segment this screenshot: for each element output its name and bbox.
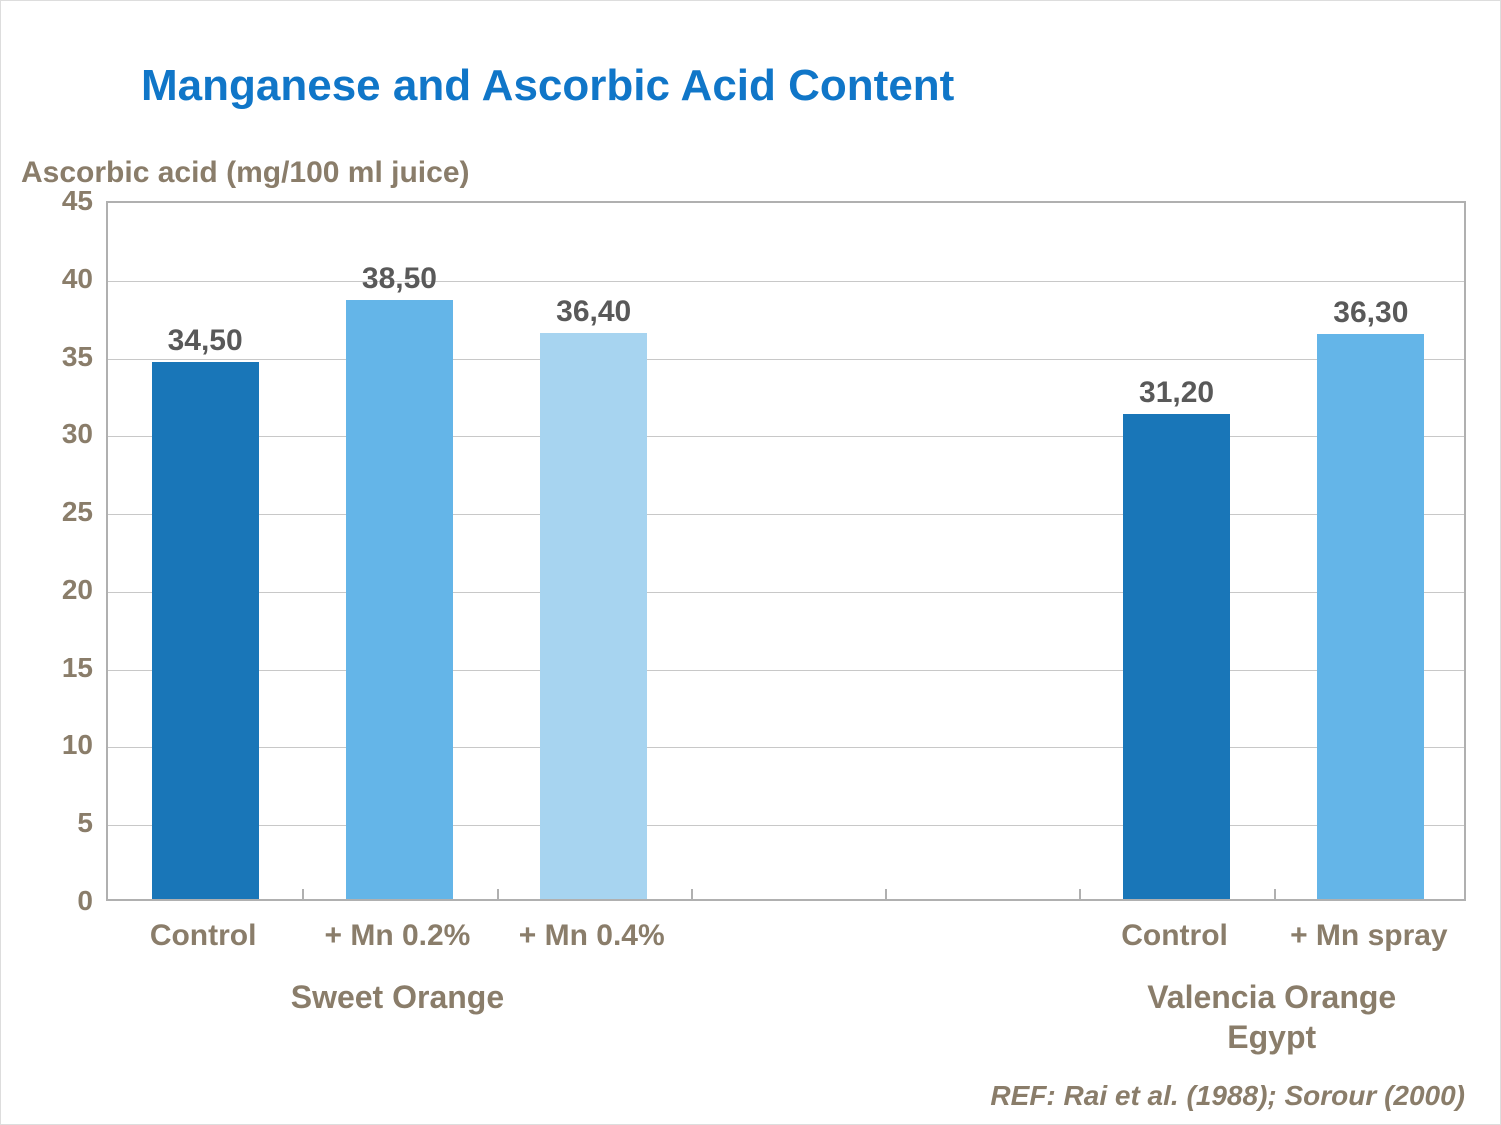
bar-value-label: 36,40 — [556, 295, 631, 337]
grid-line — [108, 592, 1464, 593]
grid-line — [108, 747, 1464, 748]
grid-line — [108, 825, 1464, 826]
y-tick-label: 35 — [62, 341, 93, 373]
x-category-label: Control — [150, 919, 257, 953]
bar — [540, 333, 647, 899]
y-tick-label: 40 — [62, 263, 93, 295]
x-group-label: Sweet Orange — [291, 979, 504, 1016]
grid-line — [108, 514, 1464, 515]
y-tick-label: 30 — [62, 418, 93, 450]
x-tick — [1079, 889, 1081, 899]
bar — [346, 300, 453, 899]
y-tick-label: 25 — [62, 496, 93, 528]
bar-value-label: 36,30 — [1333, 296, 1408, 338]
plot-area: 34,50 38,50 36,40 31,20 36,30 — [106, 201, 1466, 901]
grid-line — [108, 670, 1464, 671]
x-category-label: + Mn spray — [1290, 919, 1448, 953]
x-tick — [302, 889, 304, 899]
y-axis-ticks: 051015202530354045 — [41, 201, 101, 901]
x-axis-labels: Control + Mn 0.2% + Mn 0.4% Control + Mn spr… — [106, 911, 1466, 1081]
grid-line — [108, 281, 1464, 282]
slide-title: Manganese and Ascorbic Acid Content — [141, 61, 954, 111]
bar-value-label: 38,50 — [362, 262, 437, 304]
chart: 051015202530354045 34,5038,5036,4031,203… — [41, 201, 1471, 1081]
bar — [152, 362, 259, 899]
x-tick — [1274, 889, 1276, 899]
reference-text: REF: Rai et al. (1988); Sorour (2000) — [990, 1080, 1465, 1112]
x-tick — [885, 889, 887, 899]
x-category-label: + Mn 0.4% — [519, 919, 665, 953]
bar — [1123, 414, 1230, 899]
y-tick-label: 45 — [62, 185, 93, 217]
grid-line — [108, 436, 1464, 437]
y-tick-label: 10 — [62, 729, 93, 761]
x-group-label-line2: Egypt — [1227, 1019, 1316, 1056]
bar-value-label: 34,50 — [168, 324, 243, 366]
slide: Manganese and Ascorbic Acid Content Asco… — [0, 0, 1501, 1125]
y-tick-label: 20 — [62, 574, 93, 606]
x-group-label: Valencia Orange — [1147, 979, 1396, 1016]
grid-line — [108, 359, 1464, 360]
y-tick-label: 15 — [62, 652, 93, 684]
bar — [1317, 334, 1424, 899]
x-category-label: + Mn 0.2% — [324, 919, 470, 953]
x-category-label: Control — [1121, 919, 1228, 953]
y-tick-label: 5 — [77, 807, 93, 839]
x-tick — [691, 889, 693, 899]
bar-value-label: 31,20 — [1139, 376, 1214, 418]
y-tick-label: 0 — [77, 885, 93, 917]
x-tick — [497, 889, 499, 899]
